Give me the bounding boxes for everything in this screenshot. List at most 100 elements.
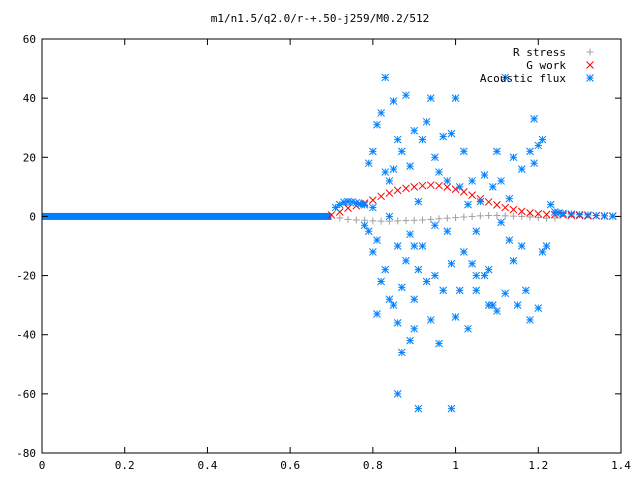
acoustic-flux-point (480, 271, 489, 280)
acoustic-flux-point (476, 197, 485, 206)
x-tick-label: 1 (452, 459, 459, 472)
acoustic-flux-point (538, 135, 547, 144)
r-stress-point (501, 212, 509, 220)
g-work-point (435, 181, 443, 190)
acoustic-flux-point (517, 242, 526, 250)
acoustic-flux-point (443, 227, 452, 236)
r-stress-point (468, 212, 476, 220)
acoustic-flux-point (410, 295, 419, 304)
acoustic-flux-point (493, 307, 501, 315)
acoustic-flux-point (447, 129, 456, 138)
acoustic-flux-point (410, 242, 419, 250)
g-work-point (385, 189, 394, 197)
acoustic-flux-point (534, 141, 543, 150)
acoustic-flux-point (406, 336, 414, 345)
acoustic-flux-point (431, 153, 439, 162)
axes: 0 0.2 0.4 0.6 0.8 1 1.2 1.4 60 40 20 0 -20 -40 -60 -80 (16, 33, 631, 472)
acoustic-flux-point (389, 301, 398, 309)
acoustic-flux-point (381, 265, 390, 274)
acoustic-flux-point (542, 242, 551, 250)
y-tick-label: 20 (23, 151, 36, 164)
acoustic-flux-point (426, 316, 435, 324)
g-work-point (369, 196, 377, 205)
g-work-point (459, 188, 468, 196)
r-stress-point (476, 212, 484, 220)
acoustic-flux-point (364, 227, 373, 236)
y-tick-label: -20 (16, 270, 36, 283)
acoustic-flux-point (364, 159, 373, 168)
g-work-point (418, 181, 427, 190)
acoustic-flux-point (530, 114, 539, 123)
acoustic-flux-point (505, 194, 514, 203)
acoustic-flux-point (600, 211, 609, 220)
acoustic-flux-point (402, 256, 410, 265)
acoustic-flux-point (331, 203, 340, 212)
acoustic-flux-point (546, 200, 555, 209)
acoustic-flux-point (455, 286, 464, 295)
acoustic-flux-point (468, 259, 476, 268)
acoustic-flux-point (435, 339, 443, 348)
legend-item: G work (526, 59, 594, 72)
y-tick-label: -80 (16, 447, 36, 460)
r-stress-point (394, 217, 402, 225)
acoustic-flux-point (439, 286, 448, 295)
y-tick-label: 0 (29, 210, 36, 223)
acoustic-flux-baseline (42, 212, 332, 220)
acoustic-flux-point (360, 221, 369, 230)
r-stress-point (336, 214, 344, 222)
r-stress-point (418, 216, 426, 224)
acoustic-flux-point (348, 198, 357, 206)
acoustic-flux-point (426, 94, 435, 102)
acoustic-flux-point (418, 135, 427, 144)
acoustic-flux-point (584, 211, 592, 219)
acoustic-flux-point (488, 301, 497, 309)
x-tick-label: 1.4 (611, 459, 631, 472)
plot-points (42, 73, 617, 413)
acoustic-flux-point (497, 218, 505, 227)
r-stress-point (402, 217, 410, 225)
acoustic-flux-point (369, 147, 377, 156)
g-work-point (327, 211, 336, 219)
acoustic-flux-point (459, 248, 468, 256)
acoustic-flux-point (451, 94, 460, 102)
acoustic-flux-point (377, 109, 385, 117)
acoustic-flux-point (575, 210, 584, 219)
acoustic-flux-point (526, 147, 534, 156)
acoustic-flux-point (393, 135, 402, 144)
r-stress-point (377, 217, 385, 225)
r-stress-point (485, 212, 493, 220)
acoustic-flux-point (459, 147, 468, 156)
acoustic-flux-point (377, 277, 385, 286)
x-tick-label: 0.2 (115, 459, 135, 472)
r-stress-point (369, 217, 377, 225)
r-stress-point (460, 213, 468, 221)
y-tick-label: -40 (16, 329, 36, 342)
acoustic-flux-point (410, 324, 419, 333)
acoustic-flux-point (360, 201, 369, 209)
acoustic-flux-point (369, 248, 377, 256)
legend-label: R stress (513, 46, 566, 59)
acoustic-flux-point (501, 289, 510, 298)
g-work-point (377, 192, 385, 201)
r-stress-point (427, 215, 435, 223)
r-stress-point (534, 214, 542, 222)
acoustic-flux-point (464, 200, 472, 209)
legend-label: G work (526, 59, 566, 72)
r-stress-point (443, 214, 451, 222)
g-work-point (493, 201, 501, 209)
r-stress-point (410, 216, 418, 224)
acoustic-flux-point (472, 227, 481, 236)
acoustic-flux-point (447, 259, 456, 268)
legend-label: Acoustic flux (480, 72, 566, 85)
acoustic-flux-point (513, 301, 522, 309)
acoustic-flux-point (484, 265, 493, 274)
acoustic-flux-point (538, 248, 547, 256)
acoustic-flux-point (431, 221, 439, 230)
acoustic-flux-point (534, 304, 543, 312)
acoustic-flux-point (393, 319, 402, 327)
acoustic-flux-point (526, 316, 534, 324)
legend-marker (586, 61, 594, 69)
g-work-point (501, 203, 510, 212)
legend-item: R stress (513, 46, 594, 59)
